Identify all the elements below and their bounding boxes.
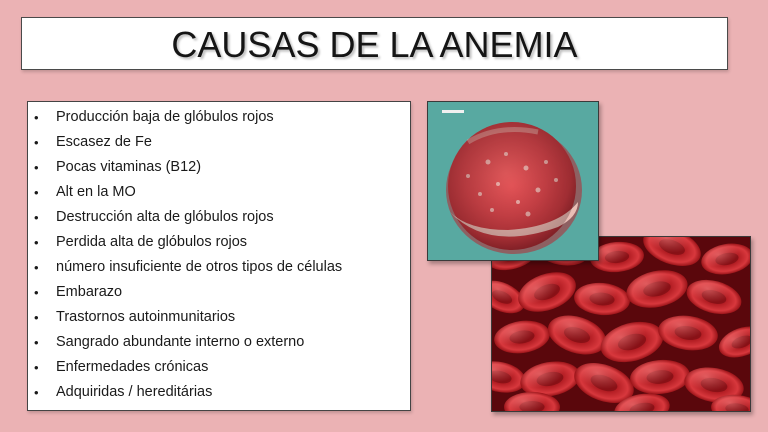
cause-item-label: Pocas vitaminas (B12) — [56, 159, 202, 175]
bullet-icon: • — [34, 235, 39, 250]
cause-item-label: Alt en la MO — [56, 184, 136, 200]
red-blood-cell-icon — [711, 394, 750, 411]
red-blood-cell-icon — [718, 326, 750, 358]
cause-item: • número insuficiente de otros tipos de c… — [28, 255, 410, 280]
bullet-icon: • — [34, 185, 39, 200]
cause-item-label: Escasez de Fe — [56, 134, 152, 150]
cause-item-label: Destrucción alta de glóbulos rojos — [56, 209, 274, 225]
causes-list-box: • Producción baja de glóbulos rojos • Escas… — [27, 101, 411, 411]
bullet-icon: • — [34, 110, 39, 125]
scale-bar — [442, 110, 464, 113]
cause-item: • Alt en la MO — [28, 180, 410, 205]
cause-item: • Adquiridas / hereditárias — [28, 380, 410, 405]
red-blood-cells-photo-icon — [491, 236, 751, 412]
red-blood-cell-icon — [614, 393, 670, 411]
red-blood-cell-icon — [684, 367, 744, 403]
red-blood-cell-icon — [520, 361, 580, 397]
title-box: CAUSAS DE LA ANEMIA — [21, 17, 728, 70]
cause-item-label: Sangrado abundante interno o externo — [56, 334, 305, 350]
cause-item: • Enfermedades crónicas — [28, 355, 410, 380]
cause-item-label: Producción baja de glóbulos rojos — [56, 109, 274, 125]
bullet-icon: • — [34, 385, 39, 400]
red-blood-cell-icon — [494, 320, 550, 354]
cause-item: • Trastornos autoinmunitarios — [28, 305, 410, 330]
red-blood-cell-icon — [590, 241, 644, 273]
red-blood-cell-icon — [574, 363, 634, 403]
cause-item-label: Perdida alta de glóbulos rojos — [56, 234, 248, 250]
slide-title: CAUSAS DE LA ANEMIA — [171, 23, 578, 65]
cause-item-label: número insuficiente de otros tipos de cé… — [56, 259, 343, 275]
cause-item: • Escasez de Fe — [28, 130, 410, 155]
red-blood-cell-icon — [492, 361, 526, 393]
red-blood-cell-icon — [626, 270, 688, 308]
bullet-icon: • — [34, 335, 39, 350]
red-blood-cell-icon — [658, 315, 718, 351]
bullet-icon: • — [34, 260, 39, 275]
red-blood-cell-icon — [504, 392, 560, 411]
cause-item: • Embarazo — [28, 280, 410, 305]
red-blood-cell-icon — [630, 359, 690, 395]
red-blood-cells-illustration — [492, 237, 750, 411]
causes-list: • Producción baja de glóbulos rojos • Escas… — [28, 102, 410, 405]
red-blood-cell-icon — [643, 237, 701, 266]
bullet-icon: • — [34, 360, 39, 375]
bone-marrow-photo-icon — [427, 101, 599, 261]
bullet-icon: • — [34, 210, 39, 225]
cause-item: • Perdida alta de glóbulos rojos — [28, 230, 410, 255]
red-blood-cell-icon — [547, 315, 607, 355]
red-blood-cell-icon — [600, 321, 664, 363]
red-blood-cell-icon — [492, 280, 525, 314]
cause-item-label: Adquiridas / hereditárias — [56, 384, 213, 400]
cause-item-label: Enfermedades crónicas — [56, 359, 209, 375]
red-blood-cell-icon — [574, 282, 630, 316]
bullet-icon: • — [34, 310, 39, 325]
red-blood-cell-icon — [701, 243, 750, 275]
bone-marrow-illustration — [428, 102, 598, 260]
cause-item: • Destrucción alta de glóbulos rojos — [28, 205, 410, 230]
cause-item: • Pocas vitaminas (B12) — [28, 155, 410, 180]
cause-item: • Sangrado abundante interno o externo — [28, 330, 410, 355]
cause-item: • Producción baja de glóbulos rojos — [28, 105, 410, 130]
cause-item-label: Embarazo — [56, 284, 123, 300]
cause-item-label: Trastornos autoinmunitarios — [56, 309, 236, 325]
bullet-icon: • — [34, 160, 39, 175]
bullet-icon: • — [34, 135, 39, 150]
red-blood-cell-icon — [686, 279, 742, 315]
red-blood-cell-icon — [518, 272, 576, 312]
bullet-icon: • — [34, 285, 39, 300]
